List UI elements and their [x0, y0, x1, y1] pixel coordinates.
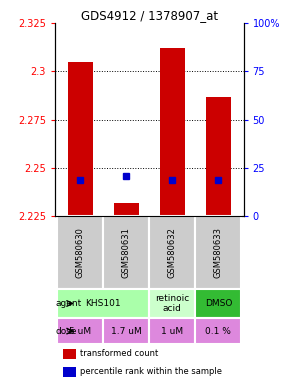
Text: transformed count: transformed count: [79, 349, 158, 358]
Text: 0.1 %: 0.1 %: [205, 327, 231, 336]
Bar: [103, 318, 149, 344]
Text: GSM580632: GSM580632: [168, 227, 177, 278]
Bar: [63, 366, 76, 377]
Title: GDS4912 / 1378907_at: GDS4912 / 1378907_at: [81, 9, 218, 22]
Text: DMSO: DMSO: [205, 299, 232, 308]
Bar: [206, 96, 231, 217]
Bar: [103, 217, 149, 289]
Bar: [195, 217, 241, 289]
Text: 1 uM: 1 uM: [161, 327, 183, 336]
Text: GSM580631: GSM580631: [122, 227, 131, 278]
Text: GSM580633: GSM580633: [214, 227, 223, 278]
Text: agent: agent: [56, 299, 82, 308]
Bar: [63, 349, 76, 359]
Text: retinoic
acid: retinoic acid: [155, 294, 189, 313]
Bar: [149, 289, 195, 318]
Bar: [195, 289, 241, 318]
Text: percentile rank within the sample: percentile rank within the sample: [79, 367, 222, 376]
Bar: [149, 318, 195, 344]
Text: 1.7 uM: 1.7 uM: [111, 327, 142, 336]
Text: 5 uM: 5 uM: [69, 327, 91, 336]
Text: dose: dose: [56, 327, 77, 336]
Bar: [149, 217, 195, 289]
Bar: [195, 318, 241, 344]
Bar: [57, 318, 103, 344]
Bar: [160, 48, 185, 217]
Bar: [68, 62, 93, 217]
Bar: [57, 289, 149, 318]
Text: KHS101: KHS101: [86, 299, 121, 308]
Text: GSM580630: GSM580630: [76, 227, 85, 278]
Bar: [114, 203, 139, 217]
Bar: [57, 217, 103, 289]
